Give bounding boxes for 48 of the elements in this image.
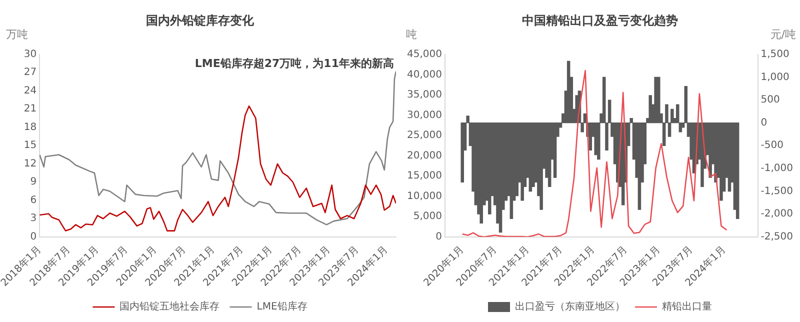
bar: [594, 122, 598, 156]
y2-tick-label: -2,000: [760, 208, 794, 220]
y-tick-label: 25,000: [406, 130, 442, 142]
y2-tick-label: -1,500: [760, 186, 794, 197]
bar: [720, 122, 723, 201]
y-tick-label: 27: [24, 67, 37, 78]
bar: [540, 122, 543, 210]
y-tick-label: 30: [24, 48, 37, 60]
y-tick-label: 15,000: [406, 170, 442, 182]
y-tick-label: 3: [30, 213, 37, 224]
y-tick-label: 15: [24, 140, 37, 152]
y-tick-label: 35,000: [406, 90, 442, 101]
y-tick-label: 12: [24, 158, 37, 170]
y2-tick-label: -500: [760, 140, 784, 152]
y2-tick-label: 500: [760, 94, 780, 106]
bar: [736, 122, 740, 219]
chart-title: 国内外铅锭库存变化: [146, 13, 255, 28]
legend-label: 国内铅锭五地社会库存: [120, 300, 220, 313]
y-tick-label: 30,000: [406, 110, 442, 121]
y2-tick-label: 1,000: [760, 72, 790, 83]
chart-title: 中国精铅出口及盈亏变化趋势: [522, 13, 678, 28]
y-tick-label: 10,000: [406, 190, 442, 202]
bar: [460, 122, 464, 182]
annotation: LME铅库存超27万吨，为11年来的新高: [194, 56, 394, 70]
bar: [654, 76, 658, 124]
y-tick-label: 5,000: [413, 211, 442, 222]
y2-tick-label: -2,500: [760, 231, 794, 242]
y-tick-label: 45,000: [406, 48, 442, 60]
y-axis-title: 万吨: [6, 28, 28, 41]
legend-label: 精铅出口量: [662, 300, 712, 313]
bar: [648, 95, 652, 124]
bar: [566, 60, 570, 124]
y-tick-label: 18: [24, 122, 37, 133]
y-tick-label: 20,000: [406, 150, 442, 162]
legend-label: LME铅库存: [256, 300, 308, 313]
y2-axis-title: 元/吨: [770, 28, 796, 41]
legend-label: 出口盈亏（东南亚地区）: [515, 300, 625, 313]
y2-tick-label: 0: [760, 117, 768, 128]
y-tick-label: 24: [24, 85, 37, 96]
y2-tick-label: -1,000: [760, 163, 794, 174]
y-tick-label: 9: [30, 176, 37, 188]
y-axis-title: 吨: [406, 28, 417, 41]
y-tick-label: 0: [436, 231, 442, 242]
y-tick-label: 6: [30, 194, 37, 206]
y-tick-label: 0: [30, 231, 37, 242]
y-tick-label: 21: [24, 104, 37, 115]
y-tick-label: 40,000: [406, 69, 442, 80]
y2-tick-label: 1,500: [760, 48, 790, 60]
